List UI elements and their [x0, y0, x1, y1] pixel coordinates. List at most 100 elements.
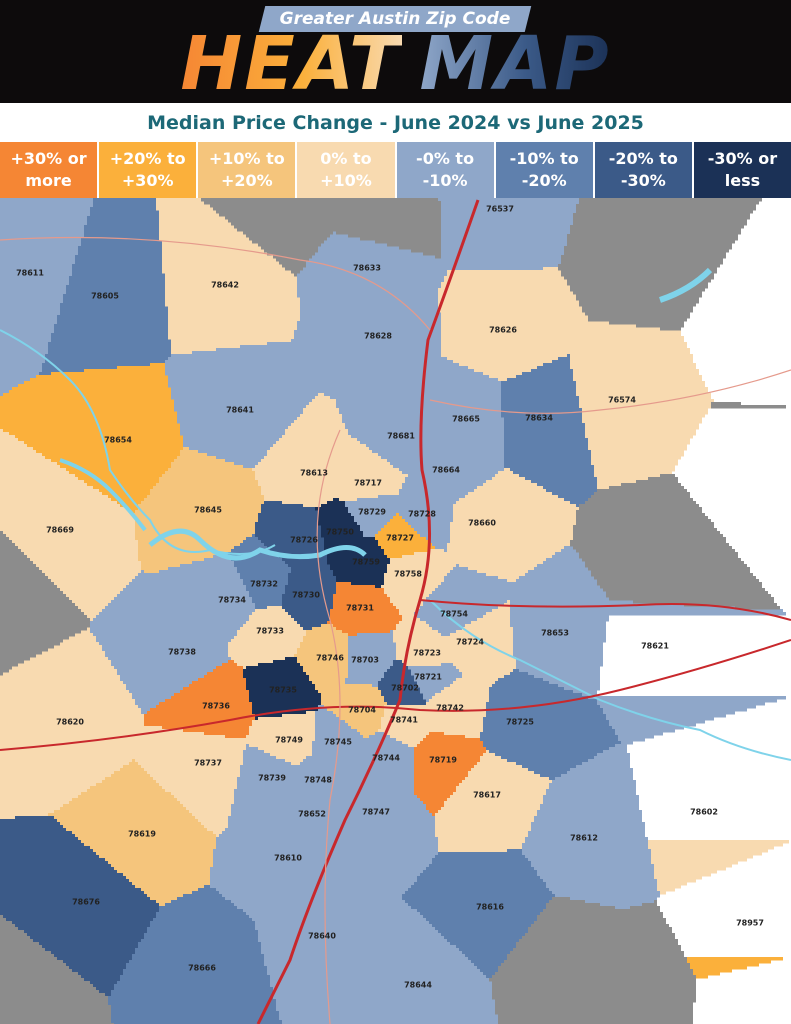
zip-label: 78676: [72, 898, 100, 907]
zip-label: 78717: [354, 479, 382, 488]
zip-area: [0, 198, 93, 397]
zip-area: [252, 876, 402, 1024]
outside-area: [570, 474, 780, 610]
zip-label: 78634: [525, 414, 553, 423]
zip-area: [510, 546, 609, 700]
zip-label: 78640: [308, 932, 336, 941]
zip-label: 78613: [300, 469, 328, 478]
zip-label: 78619: [128, 830, 156, 839]
zip-area: [153, 552, 255, 646]
zip-label: 78737: [194, 759, 222, 768]
zip-label: 78641: [226, 406, 254, 415]
zip-label: 78957: [736, 919, 764, 928]
zip-label: 78681: [387, 432, 415, 441]
zip-label: 78602: [690, 808, 718, 817]
zip-label: 78726: [290, 536, 318, 545]
zip-label: 78741: [390, 716, 418, 725]
zip-label: 78746: [316, 654, 344, 663]
legend: +30% or more +20% to +30% +10% to +20% 0% t…: [0, 142, 791, 198]
zip-area: [165, 342, 318, 469]
legend-item: +10% to +20%: [198, 142, 296, 198]
zip-area: [0, 816, 159, 997]
zip-label: 78703: [351, 656, 379, 665]
zip-area: [282, 567, 336, 631]
zip-label: 78745: [324, 738, 352, 747]
zip-area: [246, 711, 315, 766]
zip-label: 78610: [274, 854, 302, 863]
zip-area: [396, 477, 453, 553]
outside-area: [201, 198, 336, 277]
zip-label: 78730: [292, 591, 320, 600]
outside-area: [333, 198, 441, 259]
zip-label: 78645: [194, 506, 222, 515]
zip-area: [39, 198, 171, 376]
zip-label: 78611: [16, 269, 44, 278]
zip-area: [243, 657, 321, 721]
zip-label: 78734: [218, 596, 246, 605]
rivers: [0, 267, 791, 761]
zip-label: 76574: [608, 396, 636, 405]
zip-label: 78704: [348, 706, 376, 715]
zip-area: [402, 849, 555, 979]
zip-area: [408, 663, 462, 703]
zip-area: [339, 435, 408, 502]
zip-label: 78633: [353, 264, 381, 273]
zip-area: [414, 732, 486, 817]
zip-label: 78723: [413, 649, 441, 658]
zip-label: 78621: [641, 642, 669, 651]
outside-area: [0, 531, 90, 676]
zip-label: 78736: [202, 702, 230, 711]
zip-area: [378, 705, 432, 748]
zip-area: [330, 537, 390, 589]
zip-area: [336, 900, 498, 1024]
zip-area: [345, 630, 396, 688]
zip-area: [48, 759, 216, 907]
zip-label: 78749: [275, 736, 303, 745]
outside-area: [0, 915, 114, 1024]
zip-label: 78669: [46, 526, 74, 535]
zip-label: 78721: [414, 673, 442, 682]
zip-label: 78758: [394, 570, 422, 579]
zip-label: 78617: [473, 791, 501, 800]
legend-item: -10% to -20%: [495, 142, 593, 198]
zip-area: [408, 438, 504, 505]
zip-label: 78738: [168, 648, 196, 657]
zip-area: [426, 675, 492, 739]
zip-area: [291, 291, 441, 400]
zip-label: 78750: [326, 528, 354, 537]
map: 76537 78611 78605 78642 78633 78628 78626 76574…: [0, 198, 791, 1024]
zip-label: 78728: [408, 510, 436, 519]
zip-area: [321, 684, 387, 739]
zip-area: [420, 357, 504, 463]
legend-item: -20% to -30%: [594, 142, 692, 198]
zip-area: [135, 726, 246, 838]
outside-area: [564, 900, 696, 1024]
zip-label: 78727: [386, 534, 414, 543]
zip-label: 78652: [298, 810, 326, 819]
zip-area: [687, 957, 783, 979]
title-heat: HEAT: [180, 21, 402, 107]
zip-area: [375, 513, 435, 559]
zip-area: [597, 600, 786, 745]
header: Greater Austin Zip Code HEAT MAP: [0, 0, 791, 104]
zip-label: 78735: [269, 686, 297, 695]
zip-label: 78724: [456, 638, 484, 647]
zip-area: [0, 429, 141, 622]
zip-area: [414, 564, 513, 637]
zip-label: 78744: [372, 754, 400, 763]
zip-area: [255, 501, 330, 568]
subtitle: Median Price Change - June 2024 vs June …: [147, 112, 644, 134]
zip-label: 78725: [506, 718, 534, 727]
zip-label: 78654: [104, 436, 132, 445]
legend-item: +20% to +30%: [99, 142, 197, 198]
zip-label: 78666: [188, 964, 216, 973]
zip-area: [345, 780, 438, 898]
zip-area: [438, 267, 588, 382]
heat-map-title: HEAT MAP: [0, 24, 791, 104]
zip-label: 78729: [358, 508, 386, 517]
zip-area: [435, 750, 552, 853]
zip-area: [501, 354, 597, 508]
zip-label: 76537: [486, 205, 514, 214]
zip-area: [90, 570, 231, 715]
